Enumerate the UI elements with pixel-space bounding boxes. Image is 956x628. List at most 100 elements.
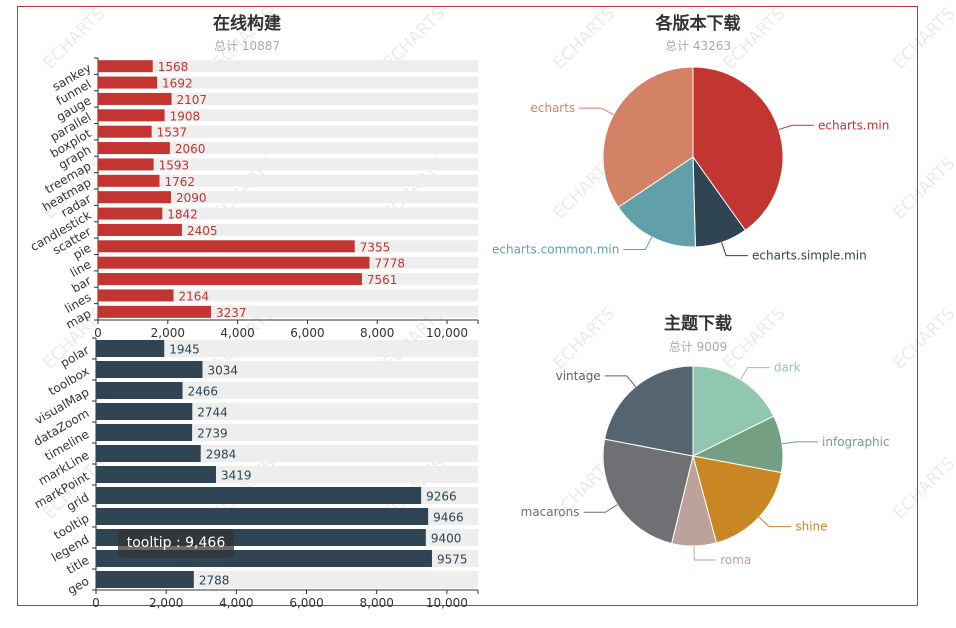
bar-value-label: 3237 [216, 306, 247, 320]
bar-value-label: 2739 [197, 427, 228, 441]
pie-label-line [740, 367, 770, 380]
bar-polar[interactable] [96, 340, 165, 357]
pie-slice-label: echarts.simple.min [752, 249, 867, 263]
bar-value-label: 1692 [162, 77, 193, 91]
bar-funnel[interactable] [98, 76, 158, 89]
bar-boxplot[interactable] [98, 125, 152, 138]
pie-theme-subtitle: 总计 9009 [669, 340, 727, 354]
pie-label-line [693, 545, 717, 561]
bar-map[interactable] [98, 305, 211, 318]
bar-pie[interactable] [98, 240, 355, 253]
bar-radar[interactable] [98, 191, 171, 204]
bar-value-label: 3419 [221, 469, 252, 483]
bar-timeline[interactable] [96, 424, 193, 441]
bar-value-label: 9266 [426, 490, 457, 504]
bar-background [98, 158, 478, 171]
bar-bar[interactable] [98, 273, 362, 286]
bar-value-label: 1537 [157, 126, 188, 140]
bar-background [98, 76, 478, 89]
x-tick-label: 0 [94, 326, 102, 340]
category-label: geo [65, 574, 91, 597]
pie-label-line [623, 236, 653, 250]
bar-gauge[interactable] [98, 92, 172, 105]
bar-value-label: 3034 [207, 364, 238, 378]
bar-background [98, 174, 478, 187]
bar-background [98, 191, 478, 204]
pie-slice-echarts[interactable] [602, 66, 694, 208]
pie-label-line [778, 124, 815, 131]
bar-background [98, 60, 478, 73]
bar-markLine[interactable] [96, 445, 201, 462]
pie-slice-label: echarts.min [818, 118, 889, 132]
bar-dataZoom[interactable] [96, 403, 193, 420]
bar-value-label: 1945 [169, 343, 200, 357]
x-tick-label: 8,000 [360, 596, 394, 610]
pie-label-line [579, 107, 614, 116]
x-tick-label: 4,000 [219, 596, 253, 610]
bar-value-label: 1568 [158, 60, 189, 74]
bar-background [96, 382, 478, 399]
watermark-text: ECHARTS [549, 304, 619, 374]
pie-label-line [782, 441, 819, 445]
bar-sankey[interactable] [98, 60, 153, 73]
bar-scatter[interactable] [98, 223, 182, 236]
x-tick-label: 2,000 [151, 326, 185, 340]
bar-graph[interactable] [98, 142, 170, 155]
bar-lines[interactable] [98, 289, 174, 302]
bar-grid[interactable] [96, 487, 422, 504]
bar-treemap[interactable] [98, 158, 154, 171]
bar-candlestick[interactable] [98, 207, 163, 220]
pie-version-title: 各版本下载 [655, 13, 741, 34]
bar-value-label: 9575 [437, 553, 468, 567]
watermark-text: ECHARTS [889, 304, 956, 374]
bar-value-label: 2107 [177, 93, 208, 107]
bar-chart-subtitle: 总计 10887 [214, 39, 280, 53]
bar-background [98, 207, 478, 220]
bar-value-label: 1842 [167, 208, 198, 222]
bar-tooltip[interactable] [96, 508, 429, 525]
x-tick-label: 10,000 [426, 596, 468, 610]
bar-toolbox[interactable] [96, 361, 203, 378]
x-tick-label: 2,000 [149, 596, 183, 610]
watermark-text: ECHARTS [889, 454, 956, 524]
bar-value-label: 2744 [197, 406, 228, 420]
bar-markPoint[interactable] [96, 466, 216, 483]
pie-slice-label: vintage [556, 369, 601, 383]
bar-value-label: 2164 [179, 289, 210, 303]
pie-slice-shine[interactable] [692, 455, 783, 544]
pie-slice-echarts-min[interactable] [692, 66, 784, 231]
tooltip: tooltip : 9,466 [118, 529, 234, 558]
pie-slice-dark[interactable] [692, 365, 775, 457]
chart-frame [17, 6, 918, 606]
bar-background [98, 142, 478, 155]
bar-value-label: 2060 [175, 142, 206, 156]
bar-background [98, 289, 478, 302]
bar-value-label: 7355 [360, 240, 391, 254]
x-tick-label: 10,000 [426, 326, 468, 340]
pie-slice-label: macarons [521, 505, 580, 519]
bar-heatmap[interactable] [98, 174, 160, 187]
bar-value-label: 7561 [367, 273, 398, 287]
x-tick-label: 0 [92, 596, 100, 610]
watermark-text: ECHARTS [889, 154, 956, 224]
pie-slice-vintage[interactable] [604, 365, 694, 457]
bar-background [98, 109, 478, 122]
x-tick-label: 6,000 [289, 596, 323, 610]
bar-parallel[interactable] [98, 109, 165, 122]
bar-background [98, 223, 478, 236]
pie-slice-label: echarts.common.min [492, 242, 619, 256]
watermark-text: ECHARTS [549, 4, 619, 74]
pie-theme-title: 主题下载 [664, 313, 732, 334]
bar-visualMap[interactable] [96, 382, 183, 399]
bar-geo[interactable] [96, 571, 194, 588]
bar-value-label: 9400 [431, 532, 462, 546]
bar-background [98, 125, 478, 138]
x-tick-label: 4,000 [220, 326, 254, 340]
x-tick-label: 6,000 [290, 326, 324, 340]
bar-background [98, 92, 478, 105]
bar-chart-title: 在线构建 [213, 13, 281, 34]
pie-label-line [721, 242, 749, 257]
pie-label-line [583, 504, 618, 513]
pie-version-subtitle: 总计 43263 [665, 39, 731, 53]
bar-line[interactable] [98, 256, 370, 269]
